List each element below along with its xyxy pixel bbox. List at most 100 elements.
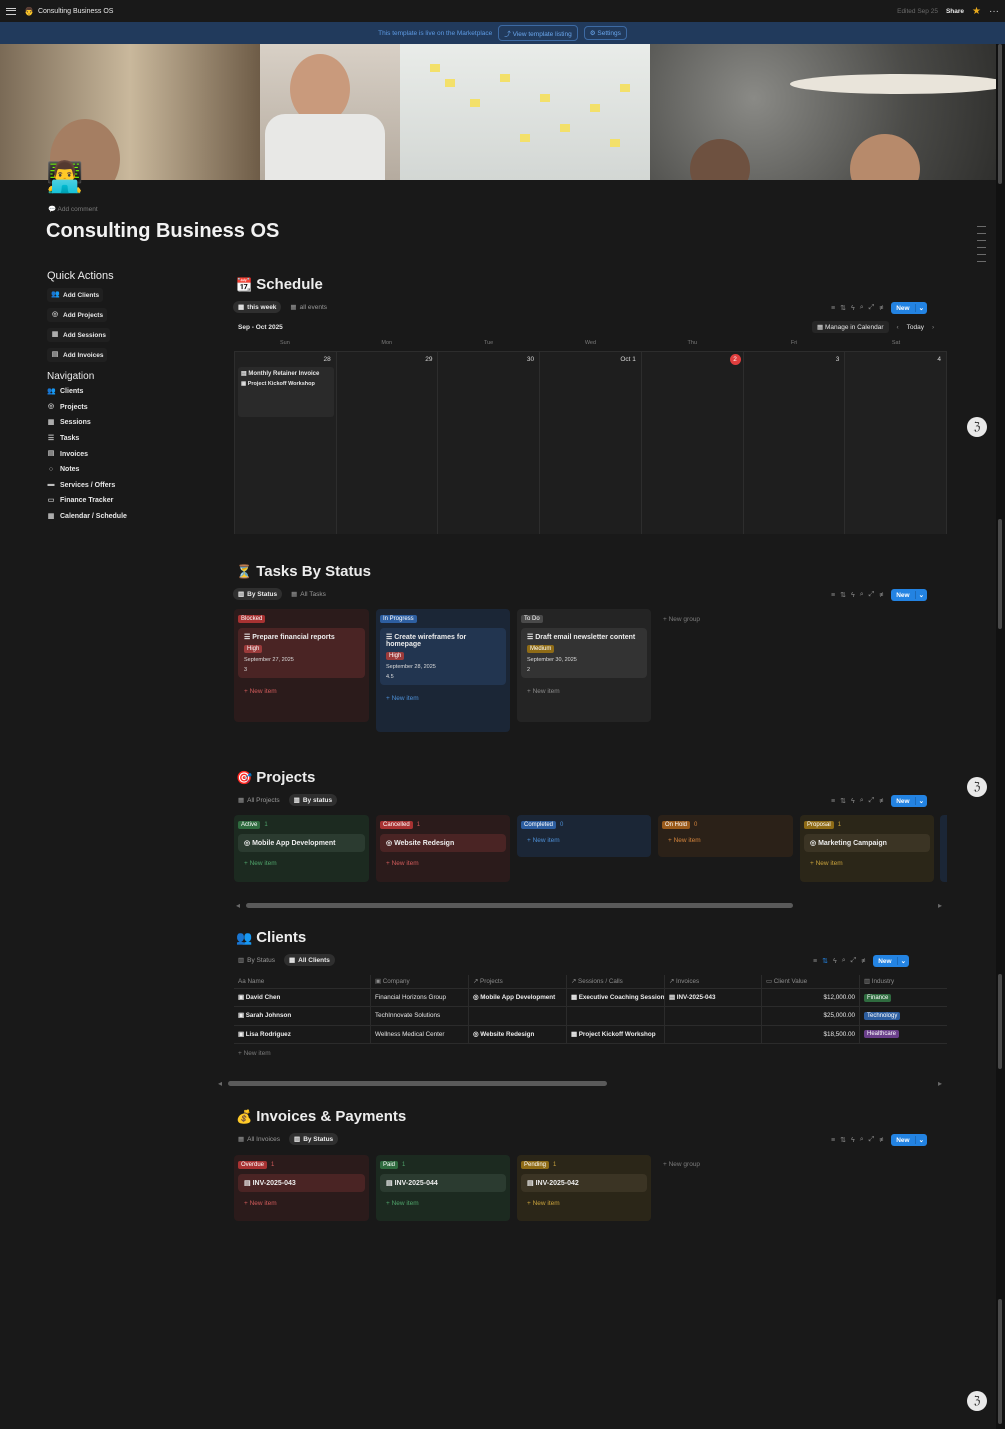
invoice-card[interactable]: ▤ INV-2025-042 <box>521 1174 647 1192</box>
sort-icon[interactable]: ⇅ <box>840 798 846 805</box>
tab-all-events[interactable]: ▦ all events <box>290 303 328 312</box>
company-cell[interactable]: Financial Horizons Group <box>371 989 469 1007</box>
nav-clients[interactable]: 👥 Clients <box>47 384 207 400</box>
project-cell[interactable]: ◎ Mobile App Development <box>469 989 567 1007</box>
new-item-button[interactable]: + New item <box>244 860 277 867</box>
projects-heading[interactable]: 🎯 Projects <box>236 769 315 786</box>
industry-cell[interactable]: Healthcare <box>860 1026 947 1043</box>
nav-tasks[interactable]: ☰ Tasks <box>47 431 207 447</box>
more-options-icon[interactable]: ··· <box>989 5 999 17</box>
today-button[interactable]: Today <box>906 323 925 331</box>
calendar-day-fri[interactable]: 3 <box>744 352 846 534</box>
tab-by-status[interactable]: ▥ By Status <box>233 588 283 600</box>
next-week-icon[interactable]: › <box>932 323 935 331</box>
nav-projects[interactable]: ◎ Projects <box>47 400 207 416</box>
filter-icon[interactable]: ≡ <box>813 957 818 965</box>
column-header-industry[interactable]: ▥ Industry <box>864 978 895 985</box>
new-item-button[interactable]: + New item <box>386 695 419 702</box>
nav-finance-tracker[interactable]: ▭ Finance Tracker <box>47 493 207 509</box>
scroll-right-icon[interactable]: ▸ <box>938 1079 943 1088</box>
tab-all-invoices[interactable]: ▦ All Invoices <box>238 1135 281 1144</box>
settings-icon[interactable]: ≢ <box>861 957 869 965</box>
table-row[interactable]: ▣ Sarah Johnson TechInnovate Solutions $… <box>234 1007 947 1026</box>
expand-icon[interactable]: ⤢ <box>868 591 875 598</box>
new-button[interactable]: New ⌄ <box>873 955 910 967</box>
nav-notes[interactable]: ○ Notes <box>47 462 207 478</box>
new-item-button[interactable]: + New item <box>810 860 843 867</box>
nav-sessions[interactable]: ▦ Sessions <box>47 415 207 431</box>
tab-all-clients[interactable]: ▦ All Clients <box>283 954 335 966</box>
new-item-button[interactable]: + New item <box>244 688 277 695</box>
lightning-icon[interactable]: ϟ <box>850 591 855 599</box>
scroll-left-icon[interactable]: ◂ <box>236 901 241 910</box>
session-cell[interactable]: ▦ Executive Coaching Session <box>567 989 665 1007</box>
invoices-heading[interactable]: 💰 Invoices & Payments <box>236 1108 406 1125</box>
page-title[interactable]: Consulting Business OS <box>46 220 280 242</box>
project-card[interactable]: ◎ Website Redesign <box>380 834 506 852</box>
settings-icon[interactable]: ≢ <box>879 304 887 312</box>
new-item-button[interactable]: + New item <box>386 860 419 867</box>
filter-icon[interactable]: ≡ <box>831 1136 836 1144</box>
calendar-day-wed[interactable]: Oct 1 <box>540 352 642 534</box>
tab-this-week[interactable]: ▦ this week <box>233 301 282 313</box>
clients-horizontal-scrollbar[interactable] <box>228 1081 607 1086</box>
new-item-button[interactable]: + New item <box>238 1049 271 1057</box>
new-button[interactable]: New ⌄ <box>891 589 928 601</box>
add-invoices-button[interactable]: ▤ Add Invoices <box>47 348 108 362</box>
filter-icon[interactable]: ≡ <box>831 797 836 805</box>
project-card[interactable]: ◎ Mobile App Development <box>238 834 365 852</box>
client-value-cell[interactable]: $12,000.00 <box>762 989 860 1007</box>
sort-icon[interactable]: ⇅ <box>822 958 828 965</box>
menu-icon[interactable] <box>6 7 16 15</box>
tab-by-status[interactable]: ▥ By status <box>288 794 338 806</box>
assistant-icon[interactable]: ℨ <box>967 777 987 797</box>
assistant-icon[interactable]: ℨ <box>967 417 987 437</box>
calendar-day-thu[interactable]: 2 <box>642 352 744 534</box>
nav-services[interactable]: ▬ Services / Offers <box>47 478 207 494</box>
lightning-icon[interactable]: ϟ <box>850 304 855 312</box>
expand-icon[interactable]: ⤢ <box>868 304 875 311</box>
industry-cell[interactable]: Finance <box>860 989 947 1006</box>
new-item-button[interactable]: + New item <box>527 837 560 844</box>
manage-in-calendar-button[interactable]: ▦ Manage in Calendar <box>812 321 889 333</box>
event-monthly-retainer[interactable]: ▤ Monthly Retainer Invoice <box>241 371 320 377</box>
prev-week-icon[interactable]: ‹ <box>896 323 899 331</box>
calendar-event-card[interactable]: ▤ Monthly Retainer Invoice ▦ Project Kic… <box>238 367 334 417</box>
table-row[interactable]: ▣ David Chen Financial Horizons Group ◎ … <box>234 989 947 1008</box>
new-button[interactable]: New ⌄ <box>891 302 928 314</box>
expand-icon[interactable]: ⤢ <box>868 1136 875 1143</box>
tab-all-projects[interactable]: ▦ All Projects <box>238 796 280 805</box>
company-cell[interactable]: TechInnovate Solutions <box>371 1007 469 1025</box>
project-cell[interactable]: ◎ Website Redesign <box>469 1025 567 1043</box>
event-project-kickoff[interactable]: ▦ Project Kickoff Workshop <box>241 381 315 387</box>
sort-icon[interactable]: ⇅ <box>840 1137 846 1144</box>
column-header-company[interactable]: ▣ Company <box>371 975 469 988</box>
settings-icon[interactable]: ≢ <box>879 1136 887 1144</box>
search-icon[interactable]: ⌕ <box>859 1136 864 1143</box>
chevron-down-icon[interactable]: ⌄ <box>896 957 909 965</box>
clients-heading[interactable]: 👥 Clients <box>236 929 306 946</box>
task-card[interactable]: ☰ Prepare financial reports High Septemb… <box>238 628 365 678</box>
settings-icon[interactable]: ≢ <box>879 591 887 599</box>
search-icon[interactable]: ⌕ <box>859 797 864 804</box>
add-clients-button[interactable]: 👥 Add Clients <box>47 288 104 302</box>
table-of-contents[interactable] <box>977 226 986 268</box>
search-icon[interactable]: ⌕ <box>859 304 864 311</box>
client-value-cell[interactable]: $18,500.00 <box>762 1025 860 1043</box>
chevron-down-icon[interactable]: ⌄ <box>914 797 927 805</box>
new-group-button[interactable]: + New group <box>663 1161 701 1168</box>
company-cell[interactable]: Wellness Medical Center <box>371 1025 469 1043</box>
project-card[interactable]: ◎ Marketing Campaign <box>804 834 930 852</box>
add-comment-button[interactable]: 💬 Add comment <box>48 206 98 213</box>
expand-icon[interactable]: ⤢ <box>868 797 875 804</box>
project-cell[interactable] <box>469 1007 567 1025</box>
session-cell[interactable] <box>567 1007 665 1025</box>
new-group-button[interactable]: + New group <box>663 616 701 623</box>
favorite-star-icon[interactable]: ★ <box>972 5 981 17</box>
view-template-listing-button[interactable]: ⤴ View template listing <box>498 25 578 41</box>
lightning-icon[interactable]: ϟ <box>850 1136 855 1144</box>
calendar-day-sun[interactable]: 28 ▤ Monthly Retainer Invoice ▦ Project … <box>235 352 337 534</box>
sort-icon[interactable]: ⇅ <box>840 592 846 599</box>
scroll-left-icon[interactable]: ◂ <box>218 1079 223 1088</box>
lightning-icon[interactable]: ϟ <box>832 957 837 965</box>
